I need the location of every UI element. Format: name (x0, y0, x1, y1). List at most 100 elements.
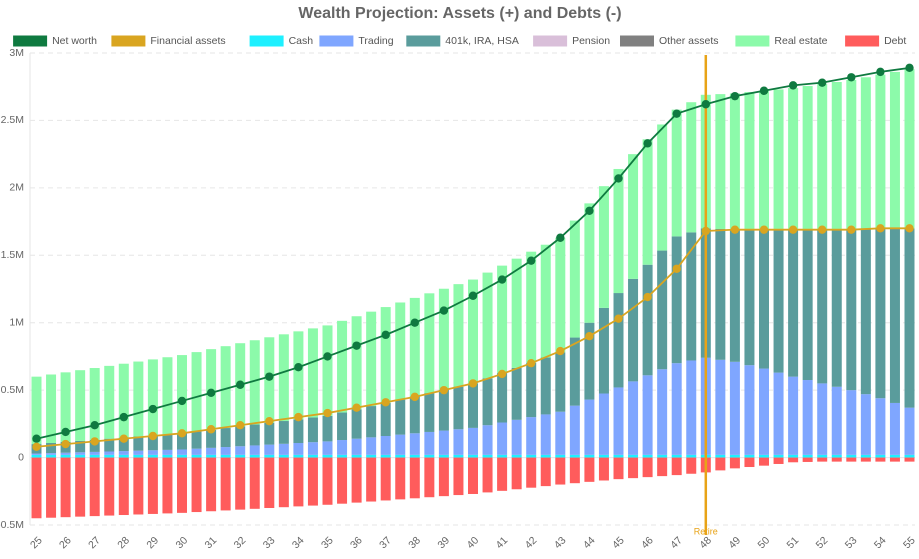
bar-segment (366, 406, 377, 438)
series-point (788, 225, 798, 234)
series-point (323, 408, 332, 418)
bar-segment (162, 449, 173, 455)
legend-label: Debt (884, 35, 906, 47)
legend-label: Other assets (659, 35, 719, 47)
bar-segment (889, 71, 900, 229)
bar-segment (482, 454, 493, 458)
bar-segment (555, 411, 566, 455)
bar-segment (293, 331, 304, 420)
series-point (236, 380, 245, 389)
bar-segment (657, 124, 668, 251)
bar-segment (104, 454, 115, 458)
bar-segment (337, 320, 348, 413)
bar-segment (191, 352, 202, 432)
bar-segment (497, 454, 508, 458)
x-tick-label: 31 (203, 534, 220, 551)
bar-segment (206, 457, 217, 512)
bar-segment (104, 457, 115, 516)
bar-segment (60, 452, 71, 455)
bar-segment (220, 447, 231, 455)
series-point (410, 392, 419, 402)
y-tick-label: 1.5M (1, 249, 24, 261)
bar-segment (395, 302, 406, 400)
x-tick-label: 34 (290, 534, 307, 551)
series-point (294, 412, 303, 422)
bar-segment (147, 359, 158, 436)
series-point (672, 109, 681, 118)
series-point (206, 425, 216, 434)
bar-segment (889, 402, 900, 455)
bar-segment (628, 457, 639, 479)
x-tick-label: 33 (261, 534, 278, 551)
bar-segment (671, 363, 682, 455)
bar-segment (511, 258, 522, 368)
series-point (701, 226, 710, 236)
bar-segment (60, 372, 71, 442)
bar-segment (395, 399, 406, 435)
bar-segment (715, 359, 726, 455)
bar-segment (759, 368, 769, 455)
legend-swatch (845, 35, 880, 47)
x-tick-label: 54 (872, 534, 889, 551)
series-point (177, 429, 187, 438)
bar-segment (162, 357, 173, 435)
x-tick-label: 41 (494, 534, 511, 551)
bar-segment (642, 375, 653, 455)
x-tick-label: 40 (464, 534, 481, 551)
bar-segment (177, 449, 187, 455)
series-point (90, 421, 99, 430)
bar-segment (860, 77, 871, 229)
bar-segment (46, 443, 57, 454)
bar-segment (817, 84, 828, 230)
bar-segment (875, 454, 886, 458)
bar-segment (31, 376, 42, 445)
x-tick-label: 27 (86, 534, 103, 551)
y-tick-label: 2M (9, 182, 24, 194)
bar-segment (249, 454, 260, 458)
bar-segment (657, 369, 668, 455)
bar-segment (133, 457, 144, 515)
bar-segment (220, 454, 231, 458)
bar-segment (147, 435, 158, 451)
series-point (32, 434, 41, 443)
bar-segment (526, 362, 537, 418)
series-point (32, 442, 41, 451)
bar-segment (307, 328, 318, 418)
bar-segment (468, 427, 478, 455)
bar-segment (497, 422, 508, 455)
x-tick-label: 46 (639, 534, 656, 551)
bar-segment (75, 370, 86, 441)
bar-segment (729, 229, 740, 362)
series-point (701, 100, 710, 109)
bar-segment (802, 457, 813, 462)
bar-segment (89, 457, 100, 517)
bar-segment (846, 79, 857, 230)
bar-segment (511, 419, 522, 455)
series-point (527, 358, 536, 368)
bar-segment (366, 457, 377, 502)
series-point (818, 78, 827, 87)
bar-segment (206, 454, 217, 458)
bar-segment (322, 441, 333, 455)
bar-segment (409, 297, 420, 397)
bar-segment (89, 451, 100, 455)
x-tick-label: 47 (668, 534, 685, 551)
bar-segment (657, 250, 668, 370)
bar-segment (904, 407, 915, 455)
bar-segment (133, 436, 144, 451)
y-tick-label: 3M (9, 47, 24, 59)
bar-segment (628, 154, 639, 279)
bar-segment (220, 457, 231, 511)
bar-segment (526, 251, 537, 363)
bar-segment (904, 69, 915, 229)
bar-segment (773, 89, 784, 230)
x-tick-label: 51 (785, 534, 802, 551)
bar-segment (773, 454, 784, 458)
bar-segment (380, 307, 391, 403)
bar-segment (249, 445, 260, 455)
bar-segment (89, 439, 100, 452)
series-point (381, 330, 390, 340)
bar-segment (598, 393, 609, 455)
bar-segment (540, 414, 551, 455)
x-tick-label: 55 (901, 534, 918, 551)
